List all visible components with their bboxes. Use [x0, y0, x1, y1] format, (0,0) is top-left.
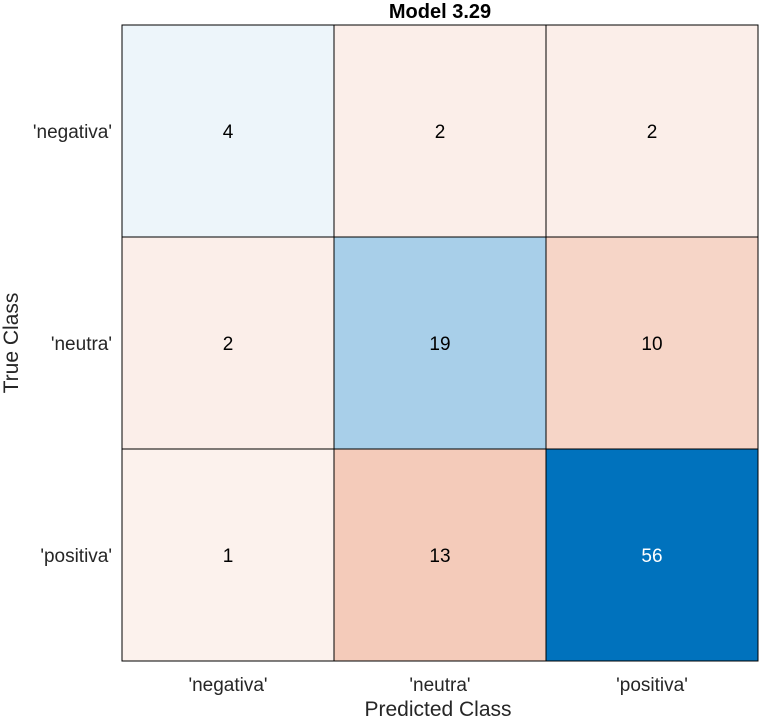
cell-value: 13	[429, 546, 450, 567]
x-axis-label: Predicted Class	[364, 698, 511, 718]
matrix-cell-values: 4 2 2 2 19 10 1 13 56	[223, 122, 663, 567]
matrix-cell	[333, 24, 547, 238]
y-tick-labels: 'negativa' 'neutra' 'positiva'	[33, 122, 112, 567]
cell-value: 2	[223, 334, 234, 355]
y-axis-label: True Class	[0, 293, 23, 394]
y-tick-label: 'neutra'	[51, 334, 112, 355]
matrix-cells	[121, 24, 759, 662]
cell-value: 56	[641, 546, 662, 567]
x-tick-label: 'negativa'	[188, 675, 267, 696]
cell-value: 1	[223, 546, 234, 567]
cell-value: 19	[429, 334, 450, 355]
matrix-cell	[121, 236, 335, 450]
y-tick-label: 'positiva'	[40, 546, 112, 567]
matrix-cell	[121, 448, 335, 662]
cell-value: 10	[641, 334, 662, 355]
matrix-cell	[121, 24, 335, 238]
matrix-cell	[545, 24, 759, 238]
y-tick-label: 'negativa'	[33, 122, 112, 143]
matrix-cell	[333, 236, 547, 450]
cell-value: 2	[647, 122, 658, 143]
x-tick-label: 'neutra'	[409, 675, 470, 696]
x-tick-labels: 'negativa' 'neutra' 'positiva'	[188, 675, 687, 696]
matrix-cell	[545, 448, 759, 662]
chart-title: Model 3.29	[389, 1, 491, 23]
matrix-cell	[545, 236, 759, 450]
cell-value: 4	[223, 122, 234, 143]
matrix-cell	[333, 448, 547, 662]
x-tick-label: 'positiva'	[616, 675, 688, 696]
cell-value: 2	[435, 122, 446, 143]
